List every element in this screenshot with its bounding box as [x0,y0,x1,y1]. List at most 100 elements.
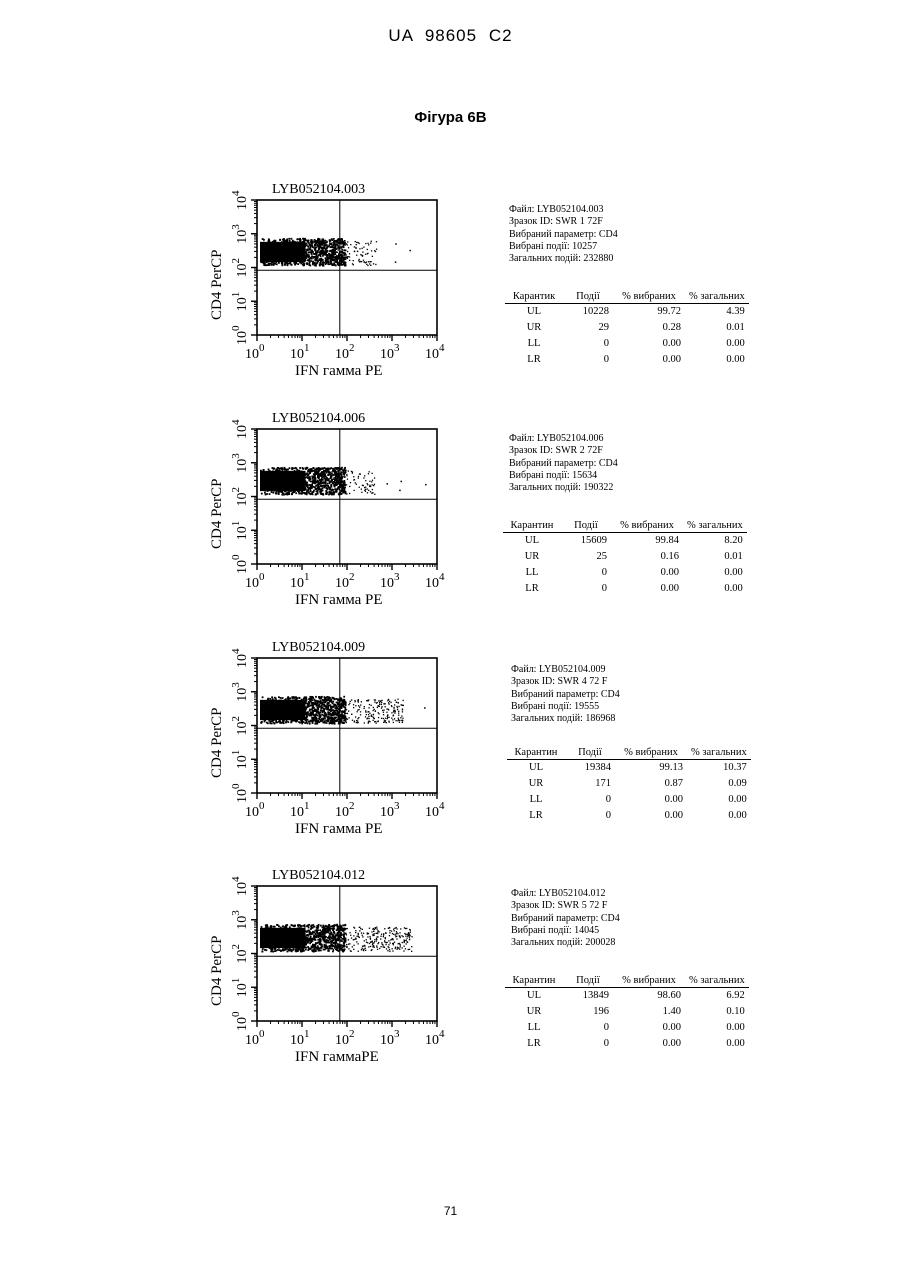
event-dot [289,697,291,699]
event-dot [363,477,364,478]
event-dot [353,939,354,940]
info-file: Файл: LYB052104.003 [509,204,618,216]
event-dot [358,717,359,718]
quadrant-table: Карантин Події % вибраних % загальних UL… [503,520,747,597]
event-dot [309,251,311,253]
cell-events: 0 [565,792,615,808]
cell-pct-selected: 99.13 [615,760,687,777]
event-dot [372,944,373,945]
event-dot [329,241,330,242]
col-header: Події [561,520,611,533]
events-cluster [260,696,426,725]
event-dot [341,949,343,951]
event-dot [394,928,395,929]
event-dot [370,486,371,487]
event-dot [332,712,334,714]
event-dot [389,930,390,931]
event-dot [343,476,344,477]
event-dot [340,707,342,709]
y-tick-label: 104 [230,648,250,668]
event-dot [346,934,347,935]
plot-title: LYB052104.003 [272,182,365,197]
event-dot [292,949,294,951]
event-dot [345,470,347,472]
event-dot [291,720,293,722]
event-dot [366,264,367,265]
event-dot [340,247,342,249]
event-dot [334,249,335,250]
event-dot [334,723,336,725]
event-dot [384,928,385,929]
event-dot [272,951,274,953]
event-dot [393,944,394,945]
event-dot [361,701,362,702]
event-dot [261,493,263,495]
event-dot [308,240,310,242]
event-dot [308,469,310,471]
event-dot [393,722,394,723]
event-dot [378,700,379,701]
event-dot [406,940,407,941]
event-dot [274,263,276,265]
event-dot [310,471,312,473]
event-dot [308,924,310,926]
event-dot [365,489,366,490]
event-dot [358,701,359,702]
event-dot [398,713,399,714]
cell-pct-selected: 0.00 [615,808,687,824]
event-dot [274,926,276,928]
event-dot [318,720,320,722]
event-dot [326,696,328,698]
event-dot [348,717,349,718]
event-dot [266,493,268,495]
event-dot [324,949,326,951]
event-dot [308,264,310,266]
event-dot [279,239,281,241]
event-dot [328,480,330,482]
event-dot [299,949,301,951]
event-dot [322,937,324,939]
event-dot [343,241,344,242]
event-dot [340,490,342,492]
cell-pct-selected: 1.40 [613,1004,685,1020]
event-dot [399,720,400,721]
cell-events: 29 [563,320,613,336]
event-dot [375,699,376,700]
event-dot [324,696,326,698]
event-dot [330,467,332,469]
event-dot [278,491,280,493]
event-dot [309,710,311,712]
event-dot [366,942,367,943]
event-dot [308,479,310,481]
x-tick-label: 104 [425,800,445,820]
event-dot [307,946,309,948]
event-dot [343,258,345,260]
event-dot [358,951,359,952]
event-dot [353,949,354,950]
events-cluster [260,467,427,496]
event-dot [322,702,324,704]
event-dot [347,713,348,714]
event-dot [348,470,349,471]
event-dot [325,468,327,470]
event-dot [357,251,358,252]
info-selected: Вибрані події: 15634 [509,470,618,482]
event-dot [264,492,266,494]
event-dot [330,707,331,708]
event-dot [365,480,366,481]
event-dot [310,928,312,930]
x-tick-label: 104 [425,571,445,591]
event-dot [354,939,355,940]
event-dot [391,706,392,707]
event-dot [312,241,314,243]
event-dot [361,261,362,262]
event-dot [371,715,372,716]
event-dot [335,242,336,243]
event-dot [350,701,351,702]
event-dot [332,468,334,470]
event-dot [342,704,344,706]
event-dot [317,246,319,248]
event-dot [342,929,343,930]
cell-events: 15609 [561,533,611,550]
event-dot [389,927,390,928]
